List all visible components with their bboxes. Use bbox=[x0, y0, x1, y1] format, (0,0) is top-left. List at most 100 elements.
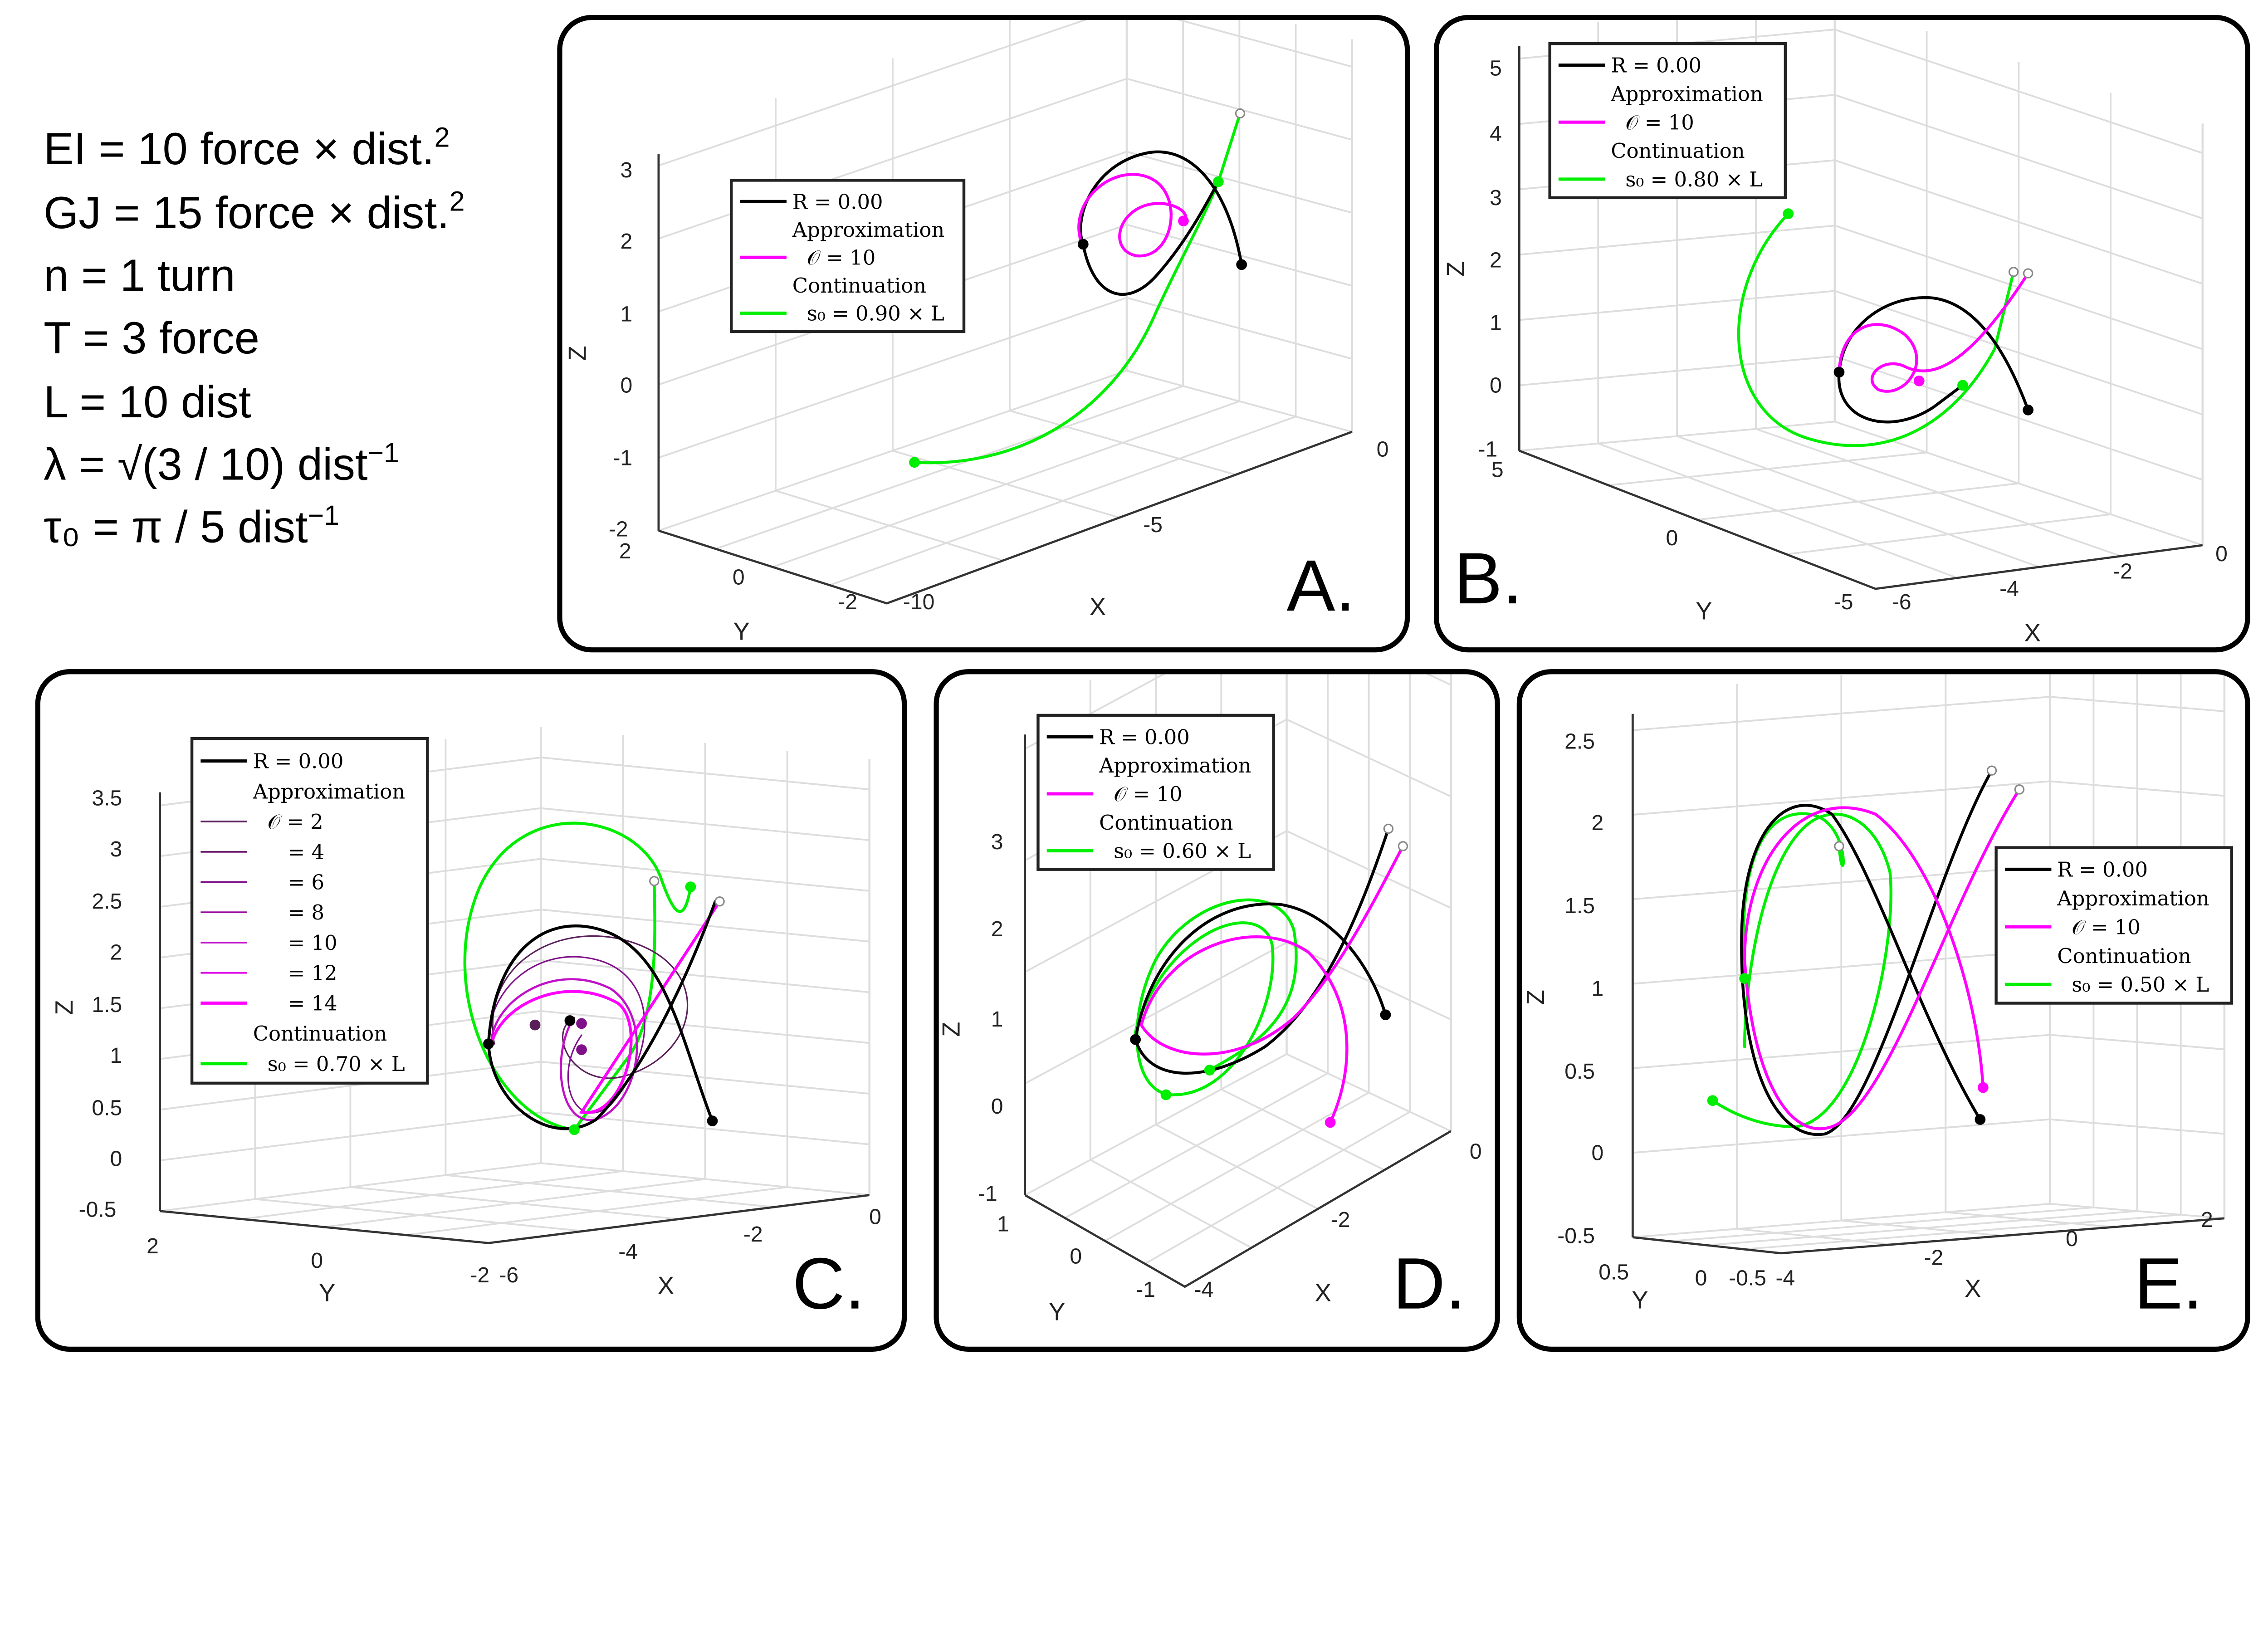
endpoint-marker-exact bbox=[1975, 1114, 1986, 1125]
z-axis-label: Z bbox=[50, 1000, 78, 1015]
legend-entry: = 14 bbox=[288, 991, 337, 1015]
plot-area: 3.5 3 2.5 2 1.5 1 0.5 0 -0.5 2 0 -2 -6 -4 -2 0 Z Y X R = 0.… bbox=[50, 727, 881, 1307]
param-gj: GJ = 15 force × dist.2 bbox=[44, 186, 464, 238]
curve-approximation bbox=[1077, 173, 1188, 258]
x-tick-label: -6 bbox=[1892, 590, 1911, 614]
endpoint-marker-continuation bbox=[1957, 380, 1968, 391]
z-tick-label: 2 bbox=[1592, 811, 1604, 835]
legend-entry: 𝒪 = 10 bbox=[2072, 915, 2140, 939]
gridline-floor bbox=[1841, 1219, 2003, 1237]
curve-continuation bbox=[1737, 212, 2015, 447]
panel-frame bbox=[934, 669, 1500, 1352]
legend-entry: Approximation bbox=[1610, 82, 1763, 106]
x-tick-label: -2 bbox=[1924, 1245, 1943, 1270]
param-lambda: λ = √(3 / 10) dist−1 bbox=[44, 437, 399, 489]
panel-frame bbox=[1434, 15, 2250, 653]
gridline-z bbox=[160, 1111, 870, 1162]
gridline-z bbox=[1519, 355, 2203, 481]
gridline-floor bbox=[829, 416, 1296, 586]
param-n: n = 1 turn bbox=[44, 250, 235, 301]
endpoint-marker-continuation bbox=[1834, 841, 1844, 851]
legend-entry: 𝒪 = 10 bbox=[1114, 782, 1182, 806]
legend-entry: = 4 bbox=[288, 840, 324, 864]
z-tick-label: 1.5 bbox=[92, 993, 122, 1017]
y-axis-label: Y bbox=[1049, 1298, 1065, 1325]
z-tick-label: 3 bbox=[991, 830, 1003, 854]
z-axis-label: Z bbox=[564, 346, 591, 361]
legend-entry: Approximation bbox=[253, 779, 405, 803]
x-axis-label: X bbox=[1315, 1279, 1331, 1307]
y-tick-label: -2 bbox=[470, 1263, 489, 1287]
x-tick-label: -5 bbox=[1143, 513, 1163, 537]
xy-axes bbox=[1519, 450, 2203, 590]
figure: EI = 10 force × dist.2 GJ = 15 force × d… bbox=[35, 15, 2250, 1352]
z-tick-label: 2 bbox=[1490, 248, 1502, 273]
z-tick-label: 3 bbox=[620, 158, 632, 182]
curve-approx-2 bbox=[492, 935, 689, 1079]
panel-label: C. bbox=[792, 1243, 865, 1324]
x-tick-label: -4 bbox=[618, 1240, 638, 1264]
legend-entry: = 6 bbox=[288, 870, 324, 895]
z-tick-label: 3 bbox=[1490, 186, 1502, 210]
gridline-floor bbox=[445, 1174, 774, 1208]
endpoint-marker-approximation bbox=[1913, 375, 1925, 386]
x-axis-label: X bbox=[2024, 619, 2041, 646]
param-l: L = 10 dist bbox=[44, 377, 251, 427]
endpoint-marker-continuation bbox=[1160, 1089, 1172, 1100]
z-tick-label: 0.5 bbox=[1564, 1059, 1595, 1084]
legend-entry: R = 0.00 bbox=[253, 749, 344, 773]
panel-label: A. bbox=[1287, 545, 1355, 626]
x-tick-label: 0 bbox=[869, 1205, 881, 1229]
z-tick-label: -1 bbox=[978, 1181, 997, 1206]
z-tick-label: 1 bbox=[620, 302, 632, 326]
endpoint-marker-approximation bbox=[1977, 1082, 1989, 1093]
xy-axes bbox=[1024, 1130, 1452, 1288]
x-tick-label: -4 bbox=[1776, 1266, 1795, 1290]
z-tick-label: 0 bbox=[991, 1094, 1003, 1119]
x-tick-label: -4 bbox=[1194, 1277, 1213, 1302]
legend-entry: s₀ = 0.60 × L bbox=[1114, 839, 1251, 863]
z-tick-label: 2 bbox=[991, 917, 1003, 941]
endpoint-marker-approx-6 bbox=[576, 1018, 587, 1029]
z-tick-label: 1 bbox=[991, 1007, 1003, 1032]
param-ei: EI = 10 force × dist.2 bbox=[44, 122, 450, 174]
curve-continuation bbox=[913, 112, 1242, 464]
gridline-floor bbox=[350, 1186, 679, 1220]
legend: R = 0.00 Approximation 𝒪 = 10 Continuation s… bbox=[1036, 714, 1275, 871]
y-tick-label: -2 bbox=[838, 590, 857, 614]
endpoint-marker-continuation bbox=[1739, 973, 1750, 984]
z-tick-label: -1 bbox=[1478, 437, 1498, 461]
x-axis-label: X bbox=[658, 1272, 674, 1300]
gridline-floor bbox=[1009, 410, 1236, 476]
endpoint-marker-exact bbox=[2023, 404, 2034, 416]
curve-exact bbox=[1837, 296, 2030, 424]
z-tick-label: 5 bbox=[1490, 56, 1502, 81]
endpoint-marker-continuation bbox=[1213, 176, 1224, 187]
panel-label: E. bbox=[2134, 1243, 2203, 1324]
figure-canvas: EI = 10 force × dist.2 GJ = 15 force × d… bbox=[35, 15, 2250, 1352]
curve-approx-6 bbox=[488, 956, 645, 1114]
legend: R = 0.00 Approximation 𝒪 = 10 Continuation s… bbox=[729, 179, 966, 333]
y-tick-label: 0 bbox=[1695, 1266, 1707, 1290]
curve-approximation bbox=[1139, 845, 1405, 1124]
legend-entry: Continuation bbox=[792, 274, 926, 298]
legend-entry: Continuation bbox=[1099, 811, 1233, 835]
endpoint-marker-approximation bbox=[2023, 268, 2033, 279]
gridline-z bbox=[1519, 290, 2203, 416]
panel-frame bbox=[1516, 669, 2250, 1352]
z-tick-label: -0.5 bbox=[79, 1198, 117, 1222]
z-tick-label: 2.5 bbox=[92, 889, 122, 914]
legend-entry: s₀ = 0.70 × L bbox=[268, 1052, 405, 1076]
z-tick-label: 0 bbox=[1490, 373, 1502, 397]
legend-entry: Approximation bbox=[1099, 753, 1251, 777]
z-axis-label: Z bbox=[937, 1022, 965, 1037]
z-tick-label: -1 bbox=[613, 446, 632, 470]
z-tick-label: 0 bbox=[110, 1147, 122, 1171]
xy-axes bbox=[160, 1194, 870, 1244]
x-tick-label: -4 bbox=[1999, 577, 2019, 601]
y-tick-label: 0 bbox=[1666, 526, 1678, 550]
y-tick-label: 0 bbox=[311, 1248, 323, 1273]
gridline-floor bbox=[406, 1186, 787, 1236]
